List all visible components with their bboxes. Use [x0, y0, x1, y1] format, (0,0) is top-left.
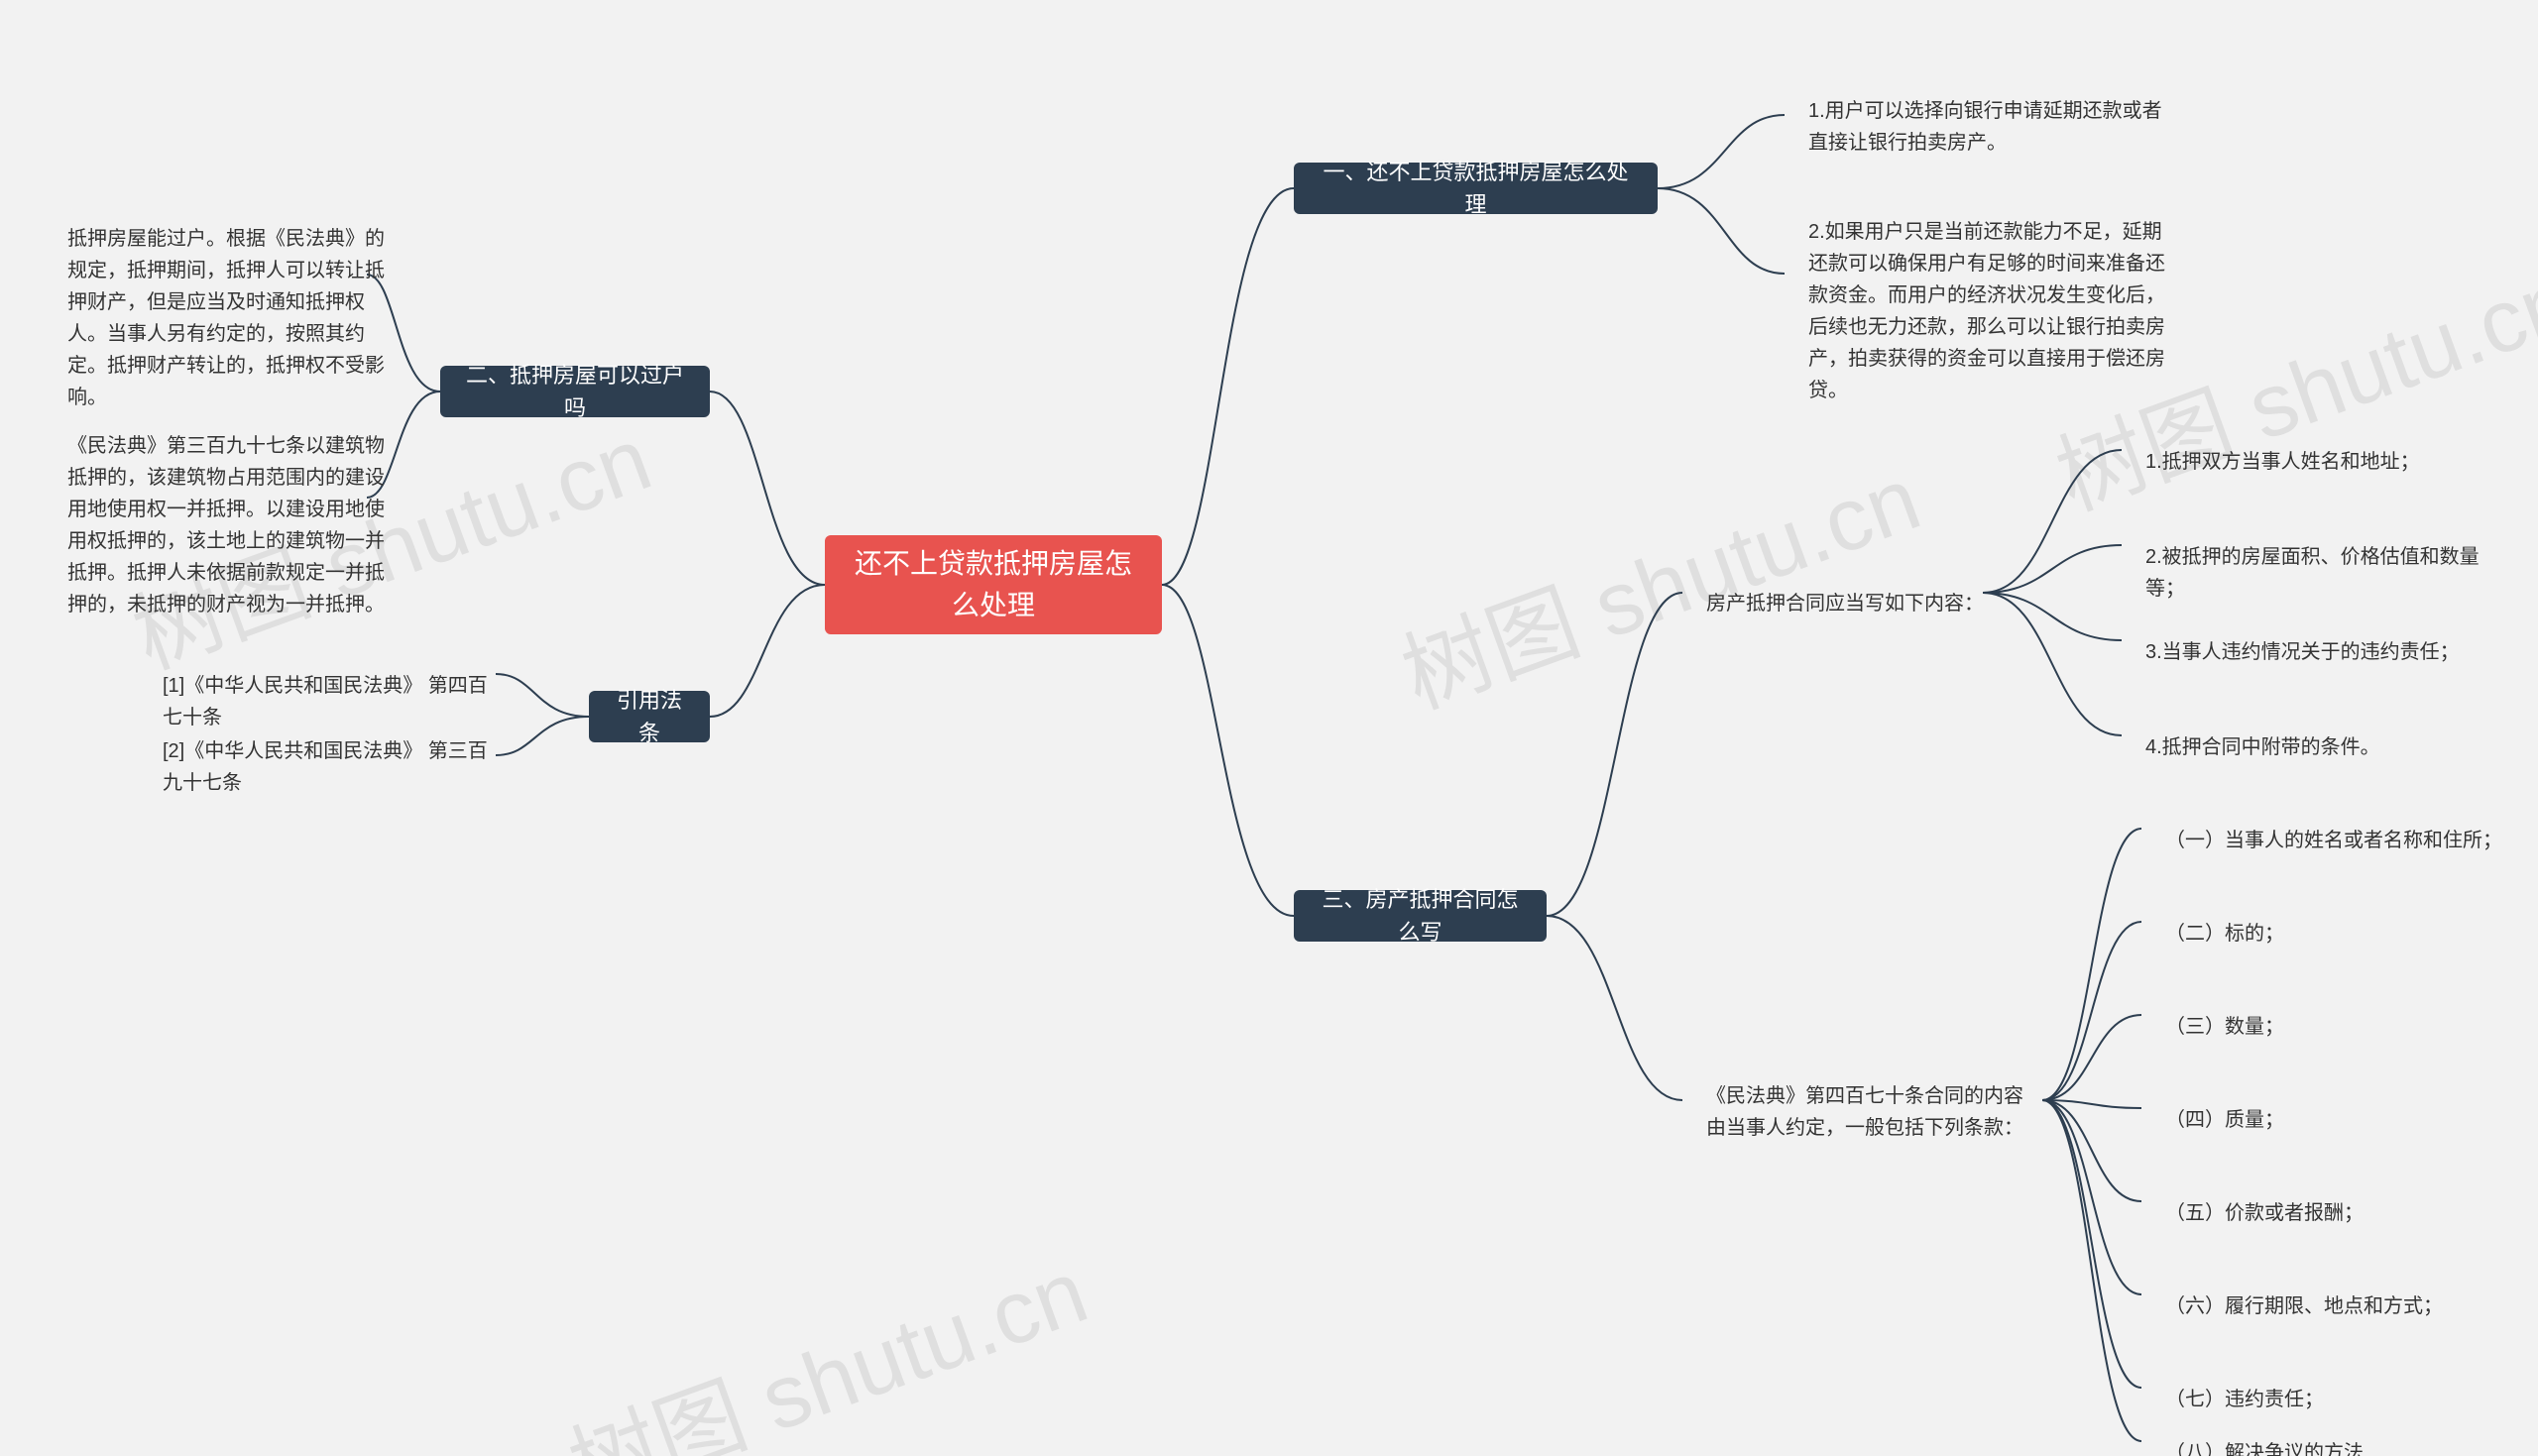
leaf-node: 1.用户可以选择向银行申请延期还款或者直接让银行拍卖房产。	[1785, 83, 2201, 170]
branch-node-3[interactable]: 三、房产抵押合同怎么写	[1294, 890, 1547, 942]
leaf-node: （四）质量；	[2141, 1092, 2308, 1148]
leaf-node: 2.被抵押的房屋面积、价格估值和数量等；	[2122, 529, 2538, 616]
leaf-node: （五）价款或者报酬；	[2141, 1185, 2387, 1241]
leaf-node: 2.如果用户只是当前还款能力不足，延期还款可以确保用户有足够的时间来准备还款资金…	[1785, 204, 2201, 418]
leaf-node: [2]《中华人民共和国民法典》 第三百九十七条	[139, 724, 516, 811]
leaf-node: 《民法典》第三百九十七条以建筑物抵押的，该建筑物占用范围内的建设用地使用权一并抵…	[44, 418, 420, 632]
leaf-node: （六）履行期限、地点和方式；	[2141, 1279, 2467, 1334]
branch-node-law[interactable]: 引用法条	[589, 691, 710, 742]
leaf-node: （七）违约责任；	[2141, 1372, 2348, 1427]
leaf-node: 抵押房屋能过户。根据《民法典》的规定，抵押期间，抵押人可以转让抵押财产，但是应当…	[44, 211, 420, 425]
watermark: 树图 shutu.cn	[549, 1220, 1101, 1456]
leaf-node: 3.当事人违约情况关于的违约责任；	[2122, 624, 2483, 680]
leaf-node: （三）数量；	[2141, 999, 2308, 1055]
group-label: 《民法典》第四百七十条合同的内容由当事人约定，一般包括下列条款：	[1682, 1068, 2059, 1156]
branch-node-2[interactable]: 二、抵押房屋可以过户吗	[440, 366, 710, 417]
leaf-node: （二）标的；	[2141, 906, 2308, 961]
leaf-node: 4.抵押合同中附带的条件。	[2122, 720, 2404, 775]
leaf-node: 1.抵押双方当事人姓名和地址；	[2122, 434, 2444, 490]
group-label: 房产抵押合同应当写如下内容：	[1682, 576, 2008, 631]
mindmap-canvas: 树图 shutu.cn 树图 shutu.cn 树图 shutu.cn 树图 s…	[0, 0, 2538, 1456]
root-node[interactable]: 还不上贷款抵押房屋怎么处理	[825, 535, 1162, 634]
leaf-node: （八）解决争议的方法	[2141, 1425, 2387, 1456]
leaf-node: （一）当事人的姓名或者名称和住所；	[2141, 813, 2526, 868]
branch-node-1[interactable]: 一、还不上贷款抵押房屋怎么处理	[1294, 163, 1658, 214]
